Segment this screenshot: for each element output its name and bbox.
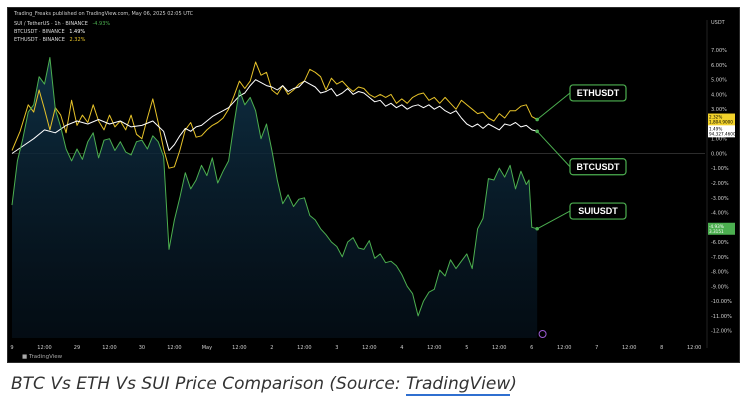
legend-eth-label: ETHUSDT · BINANCE <box>14 37 65 43</box>
x-tick-label: 9 <box>10 345 13 351</box>
annotation-label-ethusdt: ETHUSDT <box>577 88 620 98</box>
x-tick-label: 3 <box>335 345 338 351</box>
caption-suffix: ) <box>510 374 517 394</box>
annotation-box <box>569 158 627 176</box>
tradingview-watermark: ■ TradingView <box>22 354 63 360</box>
legend-btc-value: 1.49% <box>69 29 86 35</box>
caption-prefix: BTC Vs ETH Vs SUI Price Comparison (Sour… <box>11 374 406 394</box>
y-tick-label: -8.00% <box>711 270 729 276</box>
x-tick-label: 6 <box>530 345 533 351</box>
x-tick-label: 7 <box>595 345 598 351</box>
annotation-label-btcusdt: BTCUSDT <box>577 162 620 172</box>
y-tick-label: -10.00% <box>711 299 732 305</box>
x-tick-label: 5 <box>465 345 468 351</box>
annotation-pointer <box>536 130 571 168</box>
y-tick-label: -12.00% <box>711 329 732 335</box>
published-line: Trading_Freaks published on TradingView.… <box>14 11 194 17</box>
legend-sui-value: -4.93% <box>92 21 111 27</box>
legend-sui[interactable]: SUI / TetherUS · 1h · BINANCE -4.93% <box>14 21 110 27</box>
y-tick-label: -11.00% <box>711 314 732 320</box>
annotation-dot <box>535 226 539 231</box>
y-tick-label: -1.00% <box>711 166 729 172</box>
y-tick-label: -6.00% <box>711 240 729 246</box>
legend-btc-label: BTCUSDT · BINANCE <box>14 29 65 35</box>
x-tick-label: 29 <box>74 345 80 351</box>
annotation-pointer <box>536 210 571 230</box>
x-tick-label: 2 <box>270 345 273 351</box>
y-tick-label: 1.00% <box>711 137 727 143</box>
x-tick-label: 12:00 <box>557 345 571 351</box>
caption-source-link[interactable]: TradingView <box>405 374 511 396</box>
annotation-box <box>569 84 627 102</box>
price-tag-pct: -4.93% <box>709 224 724 229</box>
x-tick-label: 30 <box>139 345 145 351</box>
x-tick-label: 12:00 <box>362 345 376 351</box>
x-tick-label: 12:00 <box>37 345 51 351</box>
x-tick-label: 12:00 <box>167 345 181 351</box>
chart-canvas[interactable]: USDT7.00%6.00%5.00%4.00%3.00%2.00%1.00%0… <box>8 8 739 362</box>
series-line-suiusdt[interactable] <box>11 57 538 317</box>
price-tag-value: 1,804.9000 <box>709 120 733 125</box>
y-tick-label: 0.00% <box>711 151 727 157</box>
legend-btc[interactable]: BTCUSDT · BINANCE 1.49% <box>14 29 85 35</box>
annotation-box <box>569 202 627 220</box>
annotation-pointer <box>536 92 571 120</box>
price-scale-label: USDT <box>711 20 726 26</box>
y-tick-label: 6.00% <box>711 63 727 69</box>
x-tick-label: 12:00 <box>622 345 636 351</box>
price-tag-value: 3.3151 <box>709 229 724 234</box>
price-tag-suiusdt <box>708 222 735 235</box>
y-tick-label: 4.00% <box>711 92 727 98</box>
figure-caption: BTC Vs ETH Vs SUI Price Comparison (Sour… <box>11 374 517 396</box>
price-tag-btcusdt <box>708 125 735 138</box>
sui-area-fill <box>12 57 538 338</box>
price-tag-ethusdt <box>708 113 735 126</box>
y-tick-label: -7.00% <box>711 255 729 261</box>
x-tick-label: May <box>202 345 212 351</box>
legend-sui-label: SUI / TetherUS · 1h · BINANCE <box>14 21 88 27</box>
y-tick-label: -9.00% <box>711 284 729 290</box>
legend-eth[interactable]: ETHUSDT · BINANCE 2.32% <box>14 37 85 43</box>
series-line-btcusdt[interactable] <box>11 79 538 154</box>
annotation-dot <box>535 117 539 122</box>
x-tick-label: 12:00 <box>492 345 506 351</box>
event-marker-icon[interactable] <box>538 330 547 338</box>
series-line-ethusdt[interactable] <box>11 61 538 169</box>
chart-frame: Trading_Freaks published on TradingView.… <box>7 7 740 363</box>
x-tick-label: 12:00 <box>427 345 441 351</box>
y-tick-label: -4.00% <box>711 211 729 217</box>
x-tick-label: 12:00 <box>232 345 246 351</box>
price-tag-pct: 1.49% <box>709 126 722 131</box>
annotation-label-suiusdt: SUIUSDT <box>578 206 618 216</box>
price-tag-pct: 2.32% <box>709 115 722 120</box>
y-tick-label: -3.00% <box>711 196 729 202</box>
legend-eth-value: 2.32% <box>69 37 86 43</box>
y-tick-label: -2.00% <box>711 181 729 187</box>
x-tick-label: 12:00 <box>297 345 311 351</box>
price-tag-value: 94,327.4600 <box>709 131 736 136</box>
x-tick-label: 12:00 <box>687 345 701 351</box>
x-tick-label: 8 <box>660 345 663 351</box>
x-tick-label: 4 <box>400 345 403 351</box>
x-tick-label: 12:00 <box>102 345 116 351</box>
y-tick-label: 3.00% <box>711 107 727 113</box>
y-tick-label: 7.00% <box>711 48 727 54</box>
annotation-dot <box>535 129 539 134</box>
y-tick-label: 5.00% <box>711 78 727 84</box>
